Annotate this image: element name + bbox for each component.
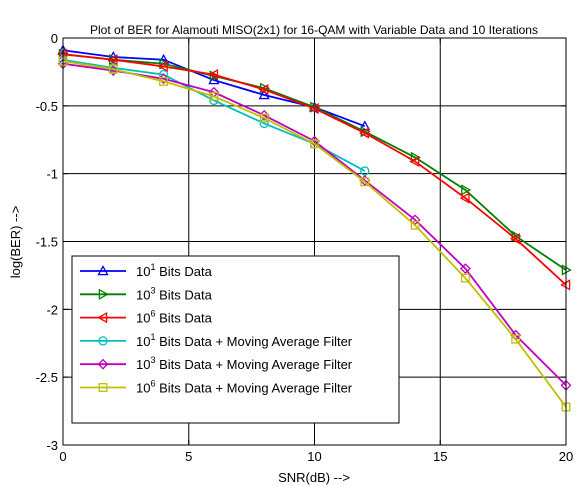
- data-point: [461, 184, 472, 196]
- data-point: [159, 76, 169, 86]
- chart-title: Plot of BER for Alamouti MISO(2x1) for 1…: [90, 23, 538, 37]
- y-tick-label: 0: [51, 31, 58, 46]
- legend-box: [71, 255, 400, 424]
- y-tick-label: -1.5: [36, 235, 58, 250]
- legend-label-rest: Bits Data: [155, 264, 212, 279]
- y-axis-label: log(BER) -->: [8, 206, 23, 279]
- data-point: [258, 89, 270, 100]
- legend-label: 106 Bits Data + Moving Average Filter: [136, 379, 353, 396]
- data-point: [310, 139, 319, 149]
- data-point: [459, 192, 470, 204]
- data-point: [98, 288, 109, 300]
- data-point: [97, 358, 109, 370]
- data-point: [259, 113, 269, 123]
- data-point: [308, 102, 319, 115]
- data-point: [107, 54, 118, 66]
- legend-label: 103 Bits Data + Moving Average Filter: [136, 355, 353, 372]
- legend-label-exponent: 1: [150, 262, 155, 272]
- legend-label-exponent: 6: [150, 379, 155, 389]
- y-tick-label: -3: [46, 438, 58, 453]
- series-layer: [57, 44, 572, 412]
- legend-label-rest: Bits Data + Moving Average Filter: [155, 334, 352, 349]
- series-line: [62, 60, 567, 408]
- legend-entry: 106 Bits Data + Moving Average Filter: [80, 379, 353, 396]
- legend-entry: 103 Bits Data: [80, 285, 213, 302]
- legend-label-exponent: 3: [150, 285, 155, 295]
- series-line: [62, 53, 567, 271]
- x-tick-label: 0: [59, 449, 66, 464]
- x-tick-label: 15: [433, 449, 447, 464]
- series-line: [62, 53, 567, 286]
- data-point: [157, 60, 168, 73]
- legend-label: 103 Bits Data: [136, 285, 213, 302]
- legend-label-base: 10: [136, 381, 150, 396]
- data-point: [360, 166, 370, 176]
- ticks: 0 5 10 15 20 0 -0.5 -1 -1.5 -2 -2.5 -3: [36, 31, 574, 464]
- legend-entry: 103 Bits Data + Moving Average Filter: [80, 355, 353, 372]
- data-point: [97, 265, 109, 276]
- legend-label-base: 10: [136, 287, 150, 302]
- legend-label-rest: Bits Data + Moving Average Filter: [155, 357, 352, 372]
- data-point: [509, 233, 520, 245]
- y-tick-label: -2.5: [36, 370, 58, 385]
- data-point: [97, 311, 108, 324]
- x-tick-label: 10: [307, 449, 321, 464]
- data-point: [511, 334, 521, 344]
- y-tick-label: -1: [46, 167, 58, 182]
- y-tick-label: -0.5: [36, 99, 58, 114]
- data-point: [410, 151, 421, 163]
- data-point: [409, 155, 420, 168]
- data-point: [358, 127, 370, 139]
- data-point: [98, 336, 108, 346]
- legend-label-rest: Bits Data + Moving Average Filter: [155, 381, 352, 396]
- legend-entry: 106 Bits Data: [80, 309, 213, 326]
- data-point: [460, 273, 470, 283]
- legend-label-rest: Bits Data: [155, 287, 212, 302]
- x-tick-label: 20: [559, 449, 573, 464]
- data-point: [459, 263, 471, 275]
- legend-label-base: 10: [136, 357, 150, 372]
- data-point: [108, 64, 118, 74]
- data-point: [209, 70, 220, 82]
- x-tick-label: 5: [185, 449, 192, 464]
- series-line: [62, 62, 567, 386]
- legend-label-exponent: 1: [150, 332, 155, 342]
- legend-entry: 101 Bits Data + Moving Average Filter: [80, 332, 353, 349]
- legend-label-exponent: 6: [150, 309, 155, 319]
- legend-entry: 101 Bits Data: [80, 262, 213, 279]
- x-axis-label: SNR(dB) -->: [278, 470, 350, 485]
- y-tick-label: -2: [46, 302, 58, 317]
- legend-label: 101 Bits Data + Moving Average Filter: [136, 332, 353, 349]
- legend-label-base: 10: [136, 311, 150, 326]
- legend-label-base: 10: [136, 334, 150, 349]
- data-point: [209, 91, 219, 101]
- data-point: [258, 83, 269, 96]
- data-point: [360, 177, 370, 187]
- data-point: [410, 220, 420, 230]
- data-point: [208, 69, 219, 81]
- legend-label-rest: Bits Data: [155, 311, 212, 326]
- legend-label-base: 10: [136, 264, 150, 279]
- data-point: [98, 383, 108, 392]
- legend-label: 101 Bits Data: [136, 262, 213, 279]
- legend-label-exponent: 3: [150, 355, 155, 365]
- legend-label: 106 Bits Data: [136, 309, 213, 326]
